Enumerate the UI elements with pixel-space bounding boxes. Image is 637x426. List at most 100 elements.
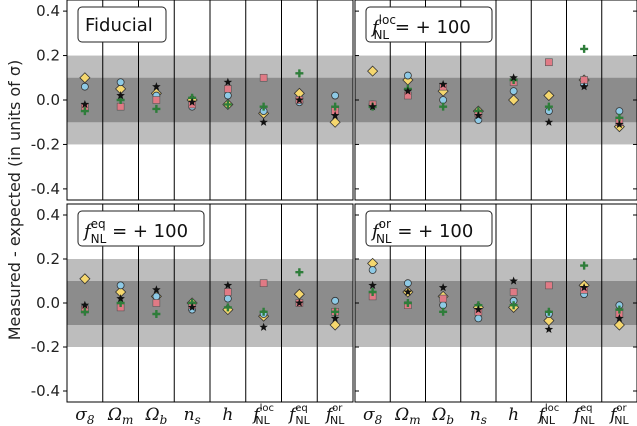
x-category-label: for NL [324,403,345,426]
data-point-star [509,73,518,82]
data-point-star [80,300,90,309]
x-category-label: floc NL [251,403,274,426]
data-point-circle [116,78,125,87]
x-category-label: floc NL [537,403,560,426]
data-point-plus [544,307,553,316]
data-point-square [404,91,412,100]
y-tick-label: -0.4 [31,180,60,198]
x-category-label: feq NL [287,403,311,426]
data-point-plus [259,307,268,316]
x-category-label: Ωb [144,405,167,426]
data-point-circle [80,82,89,91]
data-point-circle [223,91,232,100]
data-point-circle [331,91,340,100]
data-point-star [438,283,448,292]
data-point-plus [223,303,232,312]
data-point-star [509,276,518,285]
data-point-star [544,324,554,334]
data-point-circle [116,281,125,290]
panel-title-box [365,210,493,247]
panel-title-box [77,6,167,43]
data-point-circle [509,87,518,96]
data-point-star [474,305,483,314]
data-point-diamond [329,116,341,128]
data-point-plus [80,107,89,116]
x-category-label: σ8 [75,405,95,426]
data-point-star [152,285,161,294]
panel-title-box [365,6,493,43]
data-point-star [259,322,268,331]
panel-1: 0.4 0.2 0.0 -0.2 -0.4 Fiducial [31,0,354,201]
data-point-star [223,280,233,290]
data-point-star [579,82,589,91]
data-point-star [152,82,161,91]
data-point-star [259,117,268,126]
data-point-diamond [329,319,341,331]
data-point-plus [152,310,161,318]
data-point-plus [439,102,448,111]
data-point-plus [403,299,412,307]
data-point-plus [439,307,448,316]
data-point-star [330,313,340,323]
data-point-square [116,102,125,111]
data-point-square [152,299,161,307]
data-point-circle [152,292,161,301]
data-point-square [545,281,553,290]
data-point-circle [331,296,340,305]
data-point-diamond [613,319,625,331]
data-point-square [224,85,232,93]
x-category-label: Ωm [394,405,421,426]
data-point-square [224,288,232,296]
data-point-diamond [79,273,91,285]
data-point-star [474,111,483,120]
data-point-plus [331,102,340,111]
data-point-square [259,73,268,82]
data-point-star [615,313,624,323]
data-point-plus [580,261,589,270]
panel-4: for NL = + 100 σ8 Ωm Ωb ns h floc NL feq NL for NL [354,203,637,426]
panel-2: floc NL = + 100 [354,0,637,201]
data-point-star [295,298,304,307]
y-tick-label: 0.4 [36,2,60,20]
data-point-square [545,58,553,67]
data-point-plus [509,301,518,310]
x-category-label: ns [470,405,487,426]
data-point-circle [403,279,412,288]
y-tick-label: -0.4 [31,382,60,400]
data-point-diamond [508,94,520,106]
x-category-label: feq NL [572,403,596,426]
data-point-plus [295,69,304,78]
data-point-plus [80,307,89,316]
data-point-star [368,102,377,111]
x-category-label: ns [184,405,201,426]
panel-title-box [77,210,205,247]
data-point-circle [403,71,412,80]
y-tick-label: -0.2 [31,338,60,356]
y-tick-label: 0.2 [36,47,60,65]
x-category-label: Ωb [431,405,454,426]
x-category-label: for NL [608,403,629,426]
y-tick-label: 0.2 [36,250,60,268]
data-point-star [223,77,233,86]
data-point-circle [223,294,232,303]
panel-title: feq NL = + 100 [82,217,188,246]
data-point-square [152,96,161,104]
data-point-square [259,279,268,288]
data-point-star [368,280,377,290]
x-category-label: h [222,405,233,425]
y-axis-label: Measured - expected (in units of σ) [5,60,24,341]
panel-title: for NL = + 100 [370,217,473,246]
x-category-label: h [508,405,519,425]
data-point-star [116,294,125,303]
data-point-diamond [543,89,555,102]
data-point-circle [474,116,483,124]
data-point-star [295,95,304,104]
y-tick-label: -0.2 [31,135,60,153]
panels: 0.4 0.2 0.0 -0.2 -0.4 Fiducial floc NL = + 100 0… [31,0,637,426]
data-point-star [187,97,197,106]
data-point-star [615,119,624,129]
data-point-plus [223,100,232,109]
data-point-square [509,288,518,296]
data-point-star [544,117,554,126]
